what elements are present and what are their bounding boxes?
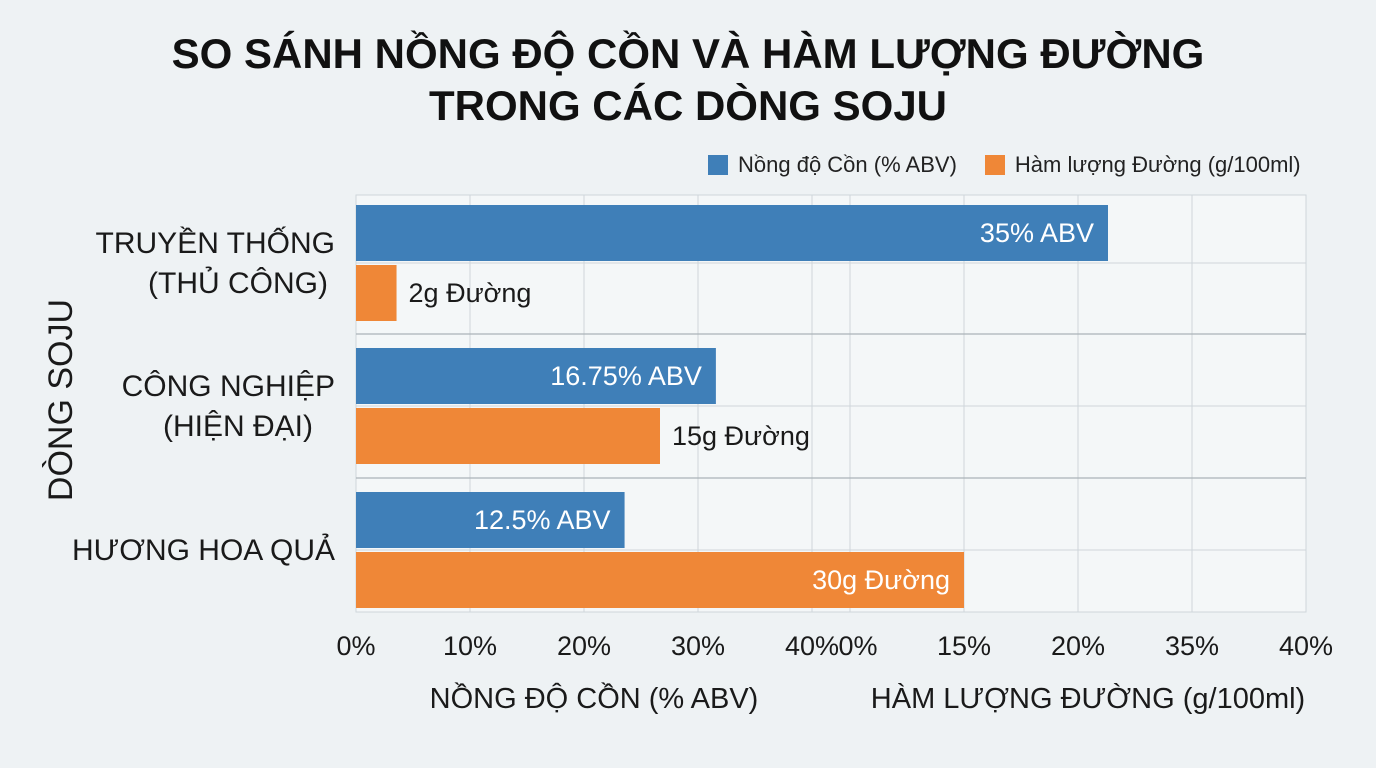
data-label-alcohol: 35% ABV xyxy=(980,218,1094,248)
category-label: CÔNG NGHIỆP xyxy=(122,369,335,403)
x-tick-label-sugar: 15% xyxy=(937,631,991,661)
bar-alcohol xyxy=(356,348,716,404)
category-label: TRUYỀN THỐNG xyxy=(96,226,335,260)
legend-swatch-sugar xyxy=(984,155,1005,175)
x-tick-label-alcohol: 0% xyxy=(336,631,375,661)
legend-label-sugar: Hàm lượng Đường (g/100ml) xyxy=(1014,152,1301,177)
bar-sugar xyxy=(356,265,397,321)
legend-label-alcohol: Nồng độ Cồn (% ABV) xyxy=(738,152,957,177)
data-label-sugar: 30g Đường xyxy=(812,565,950,595)
x-axis-title-alcohol: NỒNG ĐỘ CỒN (% ABV) xyxy=(430,681,759,715)
x-axis-title-sugar: HÀM LƯỢNG ĐƯỜNG (g/100ml) xyxy=(871,682,1305,715)
x-tick-label-sugar: 35% xyxy=(1165,631,1219,661)
category-label: (HIỆN ĐẠI) xyxy=(163,410,313,443)
legend-item-sugar: Hàm lượng Đường (g/100ml) xyxy=(984,152,1301,178)
x-tick-label-sugar: 20% xyxy=(1051,631,1105,661)
data-label-alcohol: 16.75% ABV xyxy=(550,361,702,391)
x-tick-label-alcohol: 40% xyxy=(785,631,839,661)
bar-alcohol xyxy=(356,492,625,548)
x-tick-label-alcohol: 20% xyxy=(557,631,611,661)
chart-title-line-2: TRONG CÁC DÒNG SOJU xyxy=(428,82,948,129)
category-label: HƯƠNG HOA QUẢ xyxy=(72,533,335,567)
data-label-sugar: 2g Đường xyxy=(409,278,532,308)
data-label-alcohol: 12.5% ABV xyxy=(474,505,611,535)
chart-title: SO SÁNH NỒNG ĐỘ CỒN VÀ HÀM LƯỢNG ĐƯỜNG T… xyxy=(0,28,1376,132)
x-tick-label-sugar: 40% xyxy=(1279,631,1333,661)
chart-title-line-1: SO SÁNH NỒNG ĐỘ CỒN VÀ HÀM LƯỢNG ĐƯỜNG xyxy=(171,30,1205,77)
bar-sugar xyxy=(356,552,964,608)
x-tick-label-alcohol: 10% xyxy=(443,631,497,661)
category-label: (THỦ CÔNG) xyxy=(148,266,328,300)
legend-item-alcohol: Nồng độ Cồn (% ABV) xyxy=(708,152,957,178)
legend-swatch-alcohol xyxy=(708,155,728,175)
legend: Nồng độ Cồn (% ABV) Hàm lượng Đường (g/1… xyxy=(708,152,1301,178)
bar-sugar xyxy=(356,408,660,464)
x-tick-label-alcohol: 30% xyxy=(671,631,725,661)
bar-alcohol xyxy=(356,205,1108,261)
y-axis-title: DÒNG SOJU xyxy=(42,299,80,501)
data-label-sugar: 15g Đường xyxy=(672,421,810,451)
x-tick-label-sugar: 0% xyxy=(838,631,877,661)
